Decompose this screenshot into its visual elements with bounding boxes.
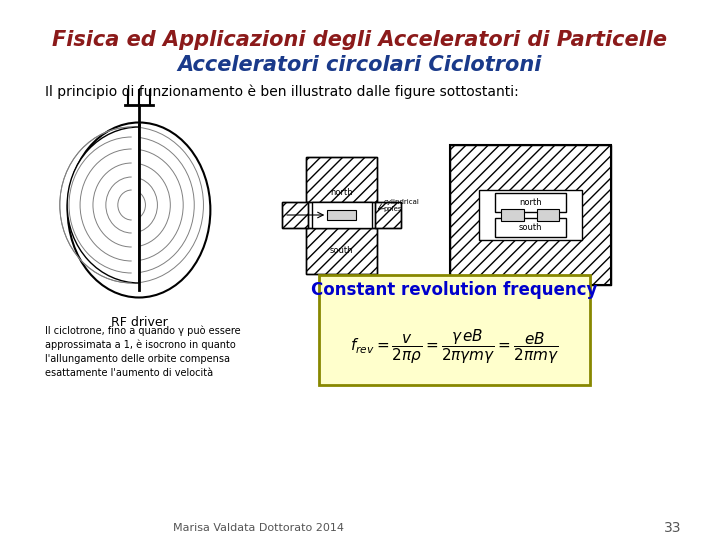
Text: Fisica ed Applicazioni degli Acceleratori di Particelle: Fisica ed Applicazioni degli Accelerator… (53, 30, 667, 50)
FancyBboxPatch shape (501, 210, 524, 221)
Text: Acceleratori circolari Ciclotroni: Acceleratori circolari Ciclotroni (178, 55, 542, 75)
Text: north: north (330, 188, 353, 198)
FancyBboxPatch shape (327, 210, 356, 220)
Text: south: south (518, 223, 542, 232)
Text: north: north (519, 198, 541, 207)
Text: south: south (330, 246, 354, 254)
FancyBboxPatch shape (495, 193, 566, 212)
Text: RF driver: RF driver (111, 315, 167, 328)
Text: Marisa Valdata Dottorato 2014: Marisa Valdata Dottorato 2014 (174, 523, 344, 533)
FancyBboxPatch shape (479, 190, 582, 240)
Text: 33: 33 (665, 521, 682, 535)
FancyBboxPatch shape (495, 218, 566, 238)
FancyBboxPatch shape (282, 202, 308, 228)
FancyBboxPatch shape (537, 210, 559, 221)
Text: Il principio di funzionamento è ben illustrato dalle figure sottostanti:: Il principio di funzionamento è ben illu… (45, 85, 519, 99)
FancyBboxPatch shape (450, 145, 611, 285)
FancyBboxPatch shape (375, 202, 402, 228)
Text: Il ciclotrone, fino a quando γ può essere
approssimata a 1, è isocrono in quanto: Il ciclotrone, fino a quando γ può esser… (45, 325, 240, 378)
FancyBboxPatch shape (306, 157, 377, 202)
Text: Constant revolution frequency: Constant revolution frequency (311, 281, 598, 299)
FancyBboxPatch shape (306, 228, 377, 273)
FancyBboxPatch shape (318, 275, 590, 385)
FancyBboxPatch shape (312, 202, 372, 228)
Text: $f_{rev} = \dfrac{v}{2\pi\rho} = \dfrac{\gamma\, eB}{2\pi\gamma m\gamma} = \dfra: $f_{rev} = \dfrac{v}{2\pi\rho} = \dfrac{… (350, 328, 559, 366)
Wedge shape (67, 127, 139, 283)
Text: cylindrical
poles: cylindrical poles (384, 199, 419, 212)
